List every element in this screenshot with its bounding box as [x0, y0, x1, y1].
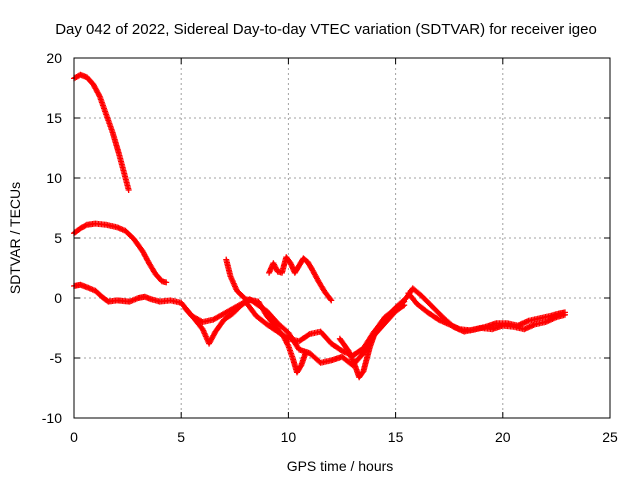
series-track-f [266, 254, 335, 304]
y-tick-label: 10 [46, 170, 62, 186]
data-point [82, 222, 89, 229]
x-axis-label: GPS time / hours [287, 458, 394, 474]
data-point [302, 350, 309, 357]
data-point [401, 298, 408, 305]
y-tick-label: 5 [54, 230, 62, 246]
data-point [125, 187, 132, 193]
data-point [561, 311, 568, 318]
x-tick-label: 25 [602, 429, 618, 445]
x-tick-label: 10 [281, 429, 297, 445]
data-point [297, 363, 304, 370]
data-point [96, 92, 103, 99]
x-tick-label: 5 [177, 429, 185, 445]
y-tick-label: 15 [46, 110, 62, 126]
x-tick-label: 20 [495, 429, 511, 445]
series-track-h [405, 290, 568, 334]
data-point [327, 296, 334, 303]
x-axis-ticks: 0 5 10 15 20 25 [70, 58, 618, 445]
data-series [71, 71, 568, 381]
data-point [163, 279, 170, 286]
y-axis-label: SDTVAR / TECUs [7, 182, 23, 294]
y-tick-label: -10 [42, 410, 62, 426]
y-tick-label: -5 [50, 350, 63, 366]
grid-lines [74, 58, 610, 418]
y-tick-label: 0 [54, 290, 62, 306]
data-point [359, 369, 366, 376]
series-track-a [71, 71, 132, 193]
data-point [328, 297, 335, 304]
x-tick-label: 15 [388, 429, 404, 445]
series-track-c [71, 281, 568, 359]
chart-title: Day 042 of 2022, Sidereal Day-to-day VTE… [55, 21, 597, 38]
series-track-e [223, 256, 309, 376]
series-track-g [336, 298, 408, 381]
series-track-b [71, 220, 170, 286]
y-tick-label: 20 [46, 50, 62, 66]
x-tick-label: 0 [70, 429, 78, 445]
data-point [399, 299, 406, 306]
y-axis-ticks: -10 -5 0 5 10 15 20 [42, 50, 610, 426]
data-point [305, 331, 312, 338]
